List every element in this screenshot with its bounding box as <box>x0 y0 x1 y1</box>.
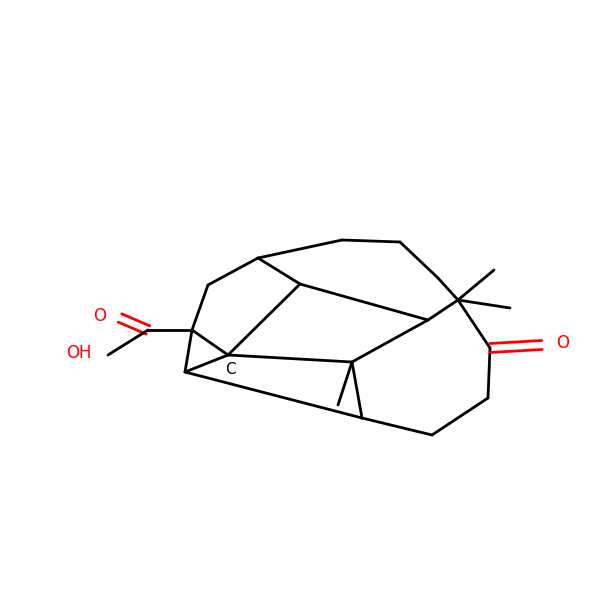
Text: O: O <box>93 307 106 325</box>
Text: C: C <box>224 361 235 377</box>
Text: O: O <box>556 334 569 352</box>
Text: OH: OH <box>67 344 92 362</box>
